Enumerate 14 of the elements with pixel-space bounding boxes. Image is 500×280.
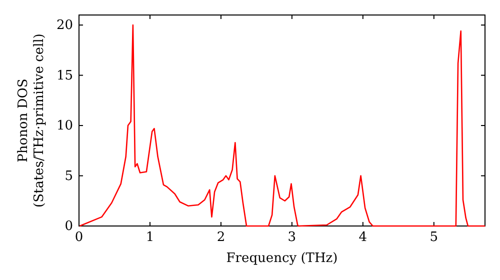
y-tick-label: 10 bbox=[56, 118, 73, 134]
y-tick-label: 20 bbox=[56, 18, 73, 34]
x-tick-label: 0 bbox=[74, 230, 84, 246]
y-tick-label: 5 bbox=[64, 168, 73, 184]
x-tick-label: 3 bbox=[288, 230, 296, 246]
x-axis-title: Frequency (THz) bbox=[226, 251, 338, 266]
x-tick-label: 5 bbox=[430, 230, 438, 246]
y-axis-title: Phonon DOS (States/THz·primitive cell) bbox=[16, 33, 47, 208]
x-tick-label: 1 bbox=[146, 230, 154, 246]
x-tick-label: 2 bbox=[216, 230, 226, 246]
x-tick-label: 4 bbox=[358, 230, 368, 246]
line-series bbox=[79, 24, 486, 227]
y-tick-label: 0 bbox=[64, 219, 73, 234]
y-tick-label: 15 bbox=[56, 68, 73, 84]
